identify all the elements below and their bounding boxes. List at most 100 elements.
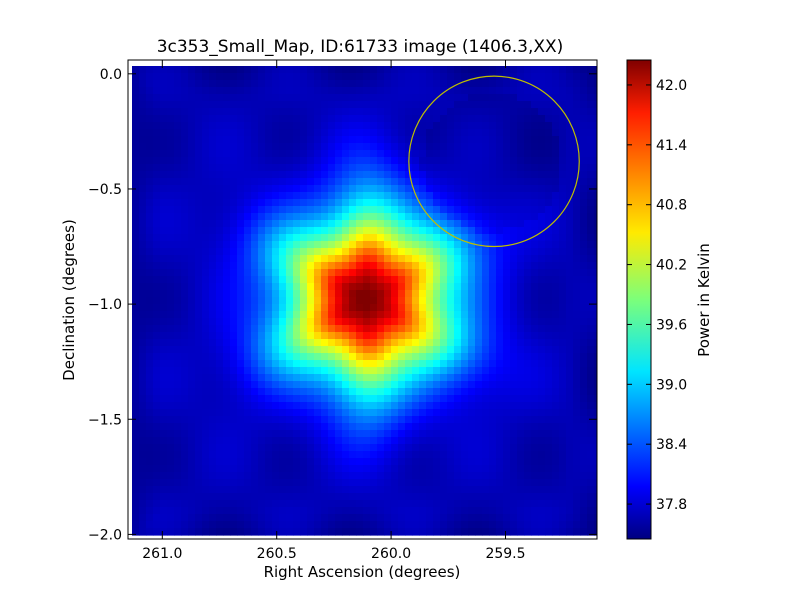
heatmap-cell [272,164,280,172]
heatmap-cell [538,360,546,368]
heatmap-cell [587,192,595,200]
heatmap-cell [251,164,259,172]
heatmap-cell [251,423,259,431]
heatmap-cell [419,220,427,228]
heatmap-cell [370,80,378,88]
heatmap-cell [321,66,329,74]
heatmap-cell [489,150,497,158]
heatmap-cell [244,479,252,487]
heatmap-cell [363,101,371,109]
heatmap-cell [293,395,301,403]
heatmap-cell [370,325,378,333]
heatmap-cell [433,276,441,284]
heatmap-cell [412,80,420,88]
heatmap-cell [412,297,420,305]
heatmap-cell [419,353,427,361]
heatmap-cell [510,220,518,228]
heatmap-cell [146,73,154,81]
heatmap-cell [503,451,511,459]
heatmap-cell [216,290,224,298]
heatmap-cell [370,262,378,270]
heatmap-cell [580,465,588,473]
heatmap-cell [216,269,224,277]
heatmap-cell [594,507,597,515]
heatmap-cell [363,430,371,438]
heatmap-cell [559,115,567,123]
heatmap-cell [447,87,455,95]
heatmap-cell [517,423,525,431]
heatmap-cell [300,206,308,214]
heatmap-cell [524,220,532,228]
heatmap-cell [419,129,427,137]
heatmap-cell [167,199,175,207]
heatmap-cell [293,185,301,193]
heatmap-cell [321,157,329,165]
heatmap-cell [580,451,588,459]
heatmap-cell [468,248,476,256]
heatmap-cell [328,80,336,88]
heatmap-cell [307,122,315,130]
heatmap-cell [223,521,231,529]
heatmap-cell [363,458,371,466]
heatmap-cell [202,514,210,522]
heatmap-cell [426,234,434,242]
heatmap-cell [587,73,595,81]
heatmap-cell [510,528,518,536]
heatmap-cell [545,416,553,424]
heatmap-cell [454,528,462,536]
heatmap-cell [209,220,217,228]
heatmap-cell [517,283,525,291]
heatmap-cell [265,465,273,473]
heatmap-cell [461,514,469,522]
heatmap-cell [300,178,308,186]
heatmap-cell [370,283,378,291]
y-tick-label: 0.0 [100,67,122,83]
heatmap-cell [510,402,518,410]
heatmap-cell [279,444,287,452]
heatmap-cell [412,346,420,354]
heatmap-cell [188,388,196,396]
heatmap-cell [454,437,462,445]
heatmap-cell [440,339,448,347]
heatmap-cell [237,353,245,361]
heatmap-cell [475,87,483,95]
heatmap-cell [209,325,217,333]
heatmap-cell [279,129,287,137]
heatmap-cell [370,444,378,452]
heatmap-cell [440,66,448,74]
heatmap-cell [531,423,539,431]
heatmap-cell [188,437,196,445]
heatmap-cell [454,367,462,375]
heatmap-cell [468,304,476,312]
heatmap-cell [328,465,336,473]
heatmap-cell [552,269,560,277]
heatmap-cell [307,255,315,263]
heatmap-cell [377,171,385,179]
heatmap-cell [174,199,182,207]
heatmap-cell [146,346,154,354]
heatmap-cell [244,136,252,144]
heatmap-cell [433,339,441,347]
heatmap-cell [160,178,168,186]
heatmap-cell [559,283,567,291]
heatmap-cell [454,157,462,165]
heatmap-cell [545,472,553,480]
heatmap-cell [587,262,595,270]
heatmap-cell [209,73,217,81]
heatmap-cell [153,248,161,256]
heatmap-cell [433,227,441,235]
heatmap-cell [181,269,189,277]
heatmap-cell [314,374,322,382]
heatmap-cell [167,430,175,438]
heatmap-cell [342,451,350,459]
heatmap-cell [405,528,413,536]
heatmap-cell [307,66,315,74]
heatmap-cell [440,115,448,123]
heatmap-cell [342,87,350,95]
heatmap-cell [419,199,427,207]
heatmap-cell [356,304,364,312]
heatmap-cell [461,185,469,193]
heatmap-cell [188,430,196,438]
heatmap-cell [349,136,357,144]
heatmap-cell [531,241,539,249]
